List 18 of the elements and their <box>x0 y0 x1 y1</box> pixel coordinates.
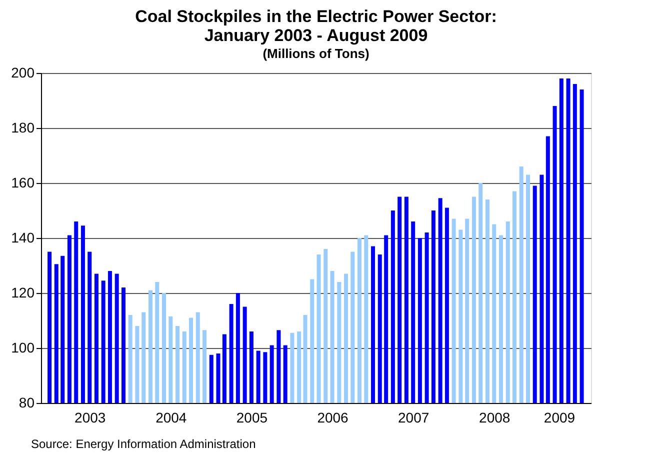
y-tick-label: 140 <box>11 230 35 246</box>
x-tick-label: 2007 <box>398 410 430 426</box>
y-tick-label: 200 <box>11 64 35 80</box>
x-tick-label: 2006 <box>317 410 349 426</box>
x-tick-label: 2003 <box>74 410 106 426</box>
x-tick-label: 2009 <box>544 410 576 426</box>
text: Coal Stockpiles in the Electric Power Sector: <box>135 7 497 26</box>
x-tick-label: 2004 <box>156 410 187 426</box>
x-tick-label: 2005 <box>236 410 268 426</box>
source-note: Source: Energy Information Administration <box>31 437 256 451</box>
chart-subtitle: (Millions of Tons) <box>262 46 370 61</box>
y-tick-label: 120 <box>11 284 35 300</box>
y-tick-label: 100 <box>11 340 35 356</box>
y-tick-label: 160 <box>11 174 35 190</box>
y-tick-label: 80 <box>18 394 35 410</box>
x-tick-label: 2008 <box>479 410 510 426</box>
y-tick-label: 180 <box>11 120 35 136</box>
text: January 2003 - August 2009 <box>204 26 428 45</box>
